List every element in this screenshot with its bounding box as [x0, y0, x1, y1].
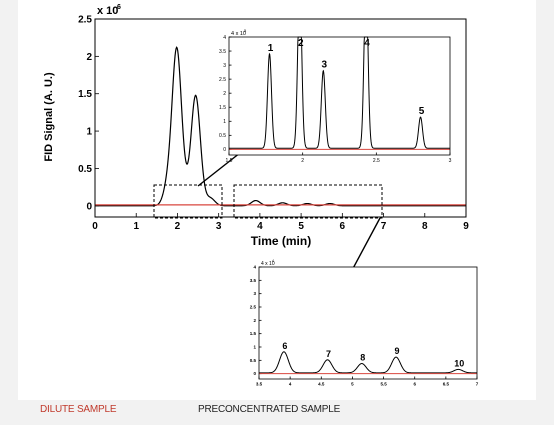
bot-x-tick-label: 3.5 — [256, 382, 263, 387]
inset-top-y-tick-labels: 0 0.5 1 1.5 2 2.5 3 3.5 4 — [219, 35, 226, 153]
top-y-tick-label: 2.5 — [219, 77, 226, 83]
bot-x-tick-label: 5.5 — [380, 382, 387, 387]
bot-x-tick-label: 5 — [351, 382, 354, 387]
main-y-tick-label: 2 — [86, 52, 92, 63]
top-y-tick-label: 2 — [223, 91, 226, 97]
top-y-tick-label: 4 — [223, 35, 226, 41]
inset-top-background — [229, 37, 450, 155]
bot-y-tick-label: 1.5 — [250, 331, 257, 336]
bot-peak-label: 8 — [360, 353, 365, 363]
top-x-tick-label: 1.5 — [226, 158, 233, 164]
main-x-tick-labels: 0 1 2 3 4 5 6 7 8 9 — [92, 221, 469, 232]
inset-bottom-y-exponent: 4 x 10 — [261, 261, 275, 267]
bot-y-tick-label: 3.5 — [250, 278, 257, 283]
zoom-box-dilute — [153, 184, 223, 219]
top-peak-label: 1 — [268, 43, 274, 54]
top-y-tick-label: 0.5 — [219, 133, 226, 139]
main-x-tick-label: 5 — [298, 221, 304, 232]
series-line-top-signal — [229, 36, 450, 149]
top-y-tick-label: 0 — [223, 147, 226, 153]
caption-dilute-sample: DILUTE SAMPLE — [40, 404, 117, 415]
inset-bottom-x-tick-labels: 3.5 4 4.5 5 5.5 6 6.5 7 — [256, 382, 479, 387]
inset-top-frame — [228, 36, 451, 156]
main-x-tick-label: 1 — [133, 221, 139, 232]
bot-x-tick-label: 4 — [289, 382, 292, 387]
inset-bottom-chart: 3.5 4 4.5 5 5.5 6 6.5 7 0 0.5 1 1.5 2 2.5 3 3.5 4 4 x 1… — [250, 259, 479, 387]
top-y-tick-label: 3.5 — [219, 49, 226, 55]
bot-y-tick-label: 4 — [253, 265, 256, 270]
series-line-bottom-signal — [259, 351, 477, 374]
bot-y-tick-label: 2 — [253, 318, 256, 323]
main-x-tick-label: 2 — [175, 221, 181, 232]
main-y-tick-label: 0 — [86, 201, 92, 212]
inset-top-peak-labels: 1 2 3 4 5 — [268, 38, 425, 117]
main-y-tick-labels: 0 0.5 1 1.5 2 2.5 — [78, 15, 92, 213]
bot-y-tick-label: 0.5 — [250, 358, 257, 363]
bot-x-tick-label: 6.5 — [443, 382, 450, 387]
inset-bottom-background — [259, 267, 477, 379]
inset-top-y-exponent: 4 x 10 — [231, 31, 246, 37]
top-peak-label: 3 — [322, 60, 328, 71]
bot-x-tick-label: 4.5 — [318, 382, 325, 387]
top-peak-label: 5 — [419, 106, 425, 117]
zoom-box-preconcentrated — [233, 184, 383, 219]
bot-y-tick-label: 0 — [253, 371, 256, 376]
main-y-tick-label: 2.5 — [78, 15, 92, 26]
main-x-tick-label: 6 — [340, 221, 346, 232]
bot-x-tick-label: 7 — [476, 382, 479, 387]
main-x-tick-label: 3 — [216, 221, 222, 232]
inset-top-chart: 1.5 2 2.5 3 0 0.5 1 1.5 2 2.5 3 3.5 4 4 x 10 5 1 2 3 4… — [219, 28, 452, 164]
bot-x-tick-label: 6 — [413, 382, 416, 387]
top-y-tick-label: 1 — [223, 119, 226, 125]
inset-bottom-y-exponent-power: 4 — [272, 259, 274, 263]
main-y-tick-label: 1.5 — [78, 89, 92, 100]
main-x-tick-label: 0 — [92, 221, 98, 232]
top-x-tick-label: 2.5 — [373, 158, 380, 164]
top-y-tick-label: 3 — [223, 63, 226, 69]
bot-peak-label: 10 — [454, 358, 464, 368]
top-y-tick-label: 1.5 — [219, 105, 226, 111]
top-peak-label: 4 — [364, 38, 370, 49]
main-x-tick-label: 8 — [422, 221, 428, 232]
inset-bottom-peak-labels: 6 7 8 9 10 — [282, 341, 464, 369]
main-y-exponent-power: 6 — [117, 4, 121, 11]
bot-y-tick-label: 3 — [253, 291, 256, 296]
inset-top-y-exponent-power: 5 — [244, 28, 247, 33]
top-peak-label: 2 — [298, 38, 304, 49]
bot-peak-label: 9 — [395, 346, 400, 356]
main-x-tick-label: 9 — [463, 221, 469, 232]
caption-preconcentrated-sample: PRECONCENTRATED SAMPLE — [198, 404, 341, 415]
top-x-tick-label: 2 — [301, 158, 304, 164]
bot-peak-label: 6 — [282, 341, 287, 351]
main-y-axis-label: FID Signal (A. U.) — [43, 72, 55, 162]
inset-top-x-tick-labels: 1.5 2 2.5 3 — [226, 158, 452, 164]
main-y-exponent: x 10 — [97, 5, 118, 17]
bot-peak-label: 7 — [326, 349, 331, 359]
main-x-axis-label: Time (min) — [251, 234, 311, 248]
main-x-tick-label: 7 — [381, 221, 387, 232]
main-y-tick-label: 0.5 — [78, 164, 92, 175]
top-x-tick-label: 3 — [449, 158, 452, 164]
inset-bottom-frame — [258, 266, 478, 380]
inset-bottom-y-tick-labels: 0 0.5 1 1.5 2 2.5 3 3.5 4 — [250, 265, 257, 377]
main-x-tick-label: 4 — [257, 221, 263, 232]
bot-y-tick-label: 2.5 — [250, 305, 257, 310]
main-plot-frame — [94, 18, 467, 218]
main-y-tick-label: 1 — [86, 127, 92, 138]
bot-y-tick-label: 1 — [253, 345, 256, 350]
